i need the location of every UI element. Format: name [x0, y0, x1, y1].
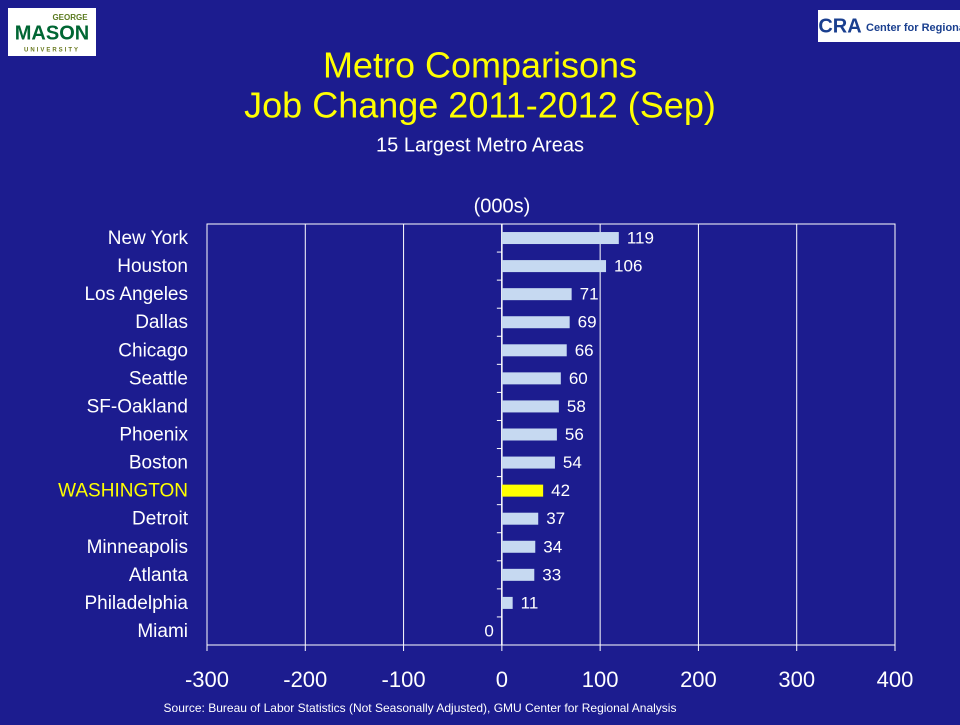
data-label: 33: [542, 565, 561, 584]
chart-title: Job Change 2011-2012 (Sep): [244, 85, 716, 126]
y-tick-label: SF-Oakland: [87, 396, 188, 417]
y-tick-label: Dallas: [135, 312, 188, 333]
data-label: 0: [484, 621, 493, 640]
y-tick-label: Chicago: [118, 340, 188, 361]
data-label: 58: [567, 397, 586, 416]
logo-text: UNIVERSITY: [24, 48, 80, 54]
logo-box: [8, 8, 96, 56]
y-tick-label: Los Angeles: [84, 284, 188, 305]
data-label: 34: [543, 537, 562, 556]
y-tick-label: Philadelphia: [84, 593, 188, 614]
unit-label: (000s): [474, 195, 531, 217]
x-tick-label: 400: [877, 667, 914, 692]
bar: [501, 372, 561, 385]
x-tick-label: 100: [582, 667, 619, 692]
x-tick-label: -200: [283, 667, 327, 692]
bar: [501, 428, 557, 441]
data-label: 37: [546, 509, 565, 528]
y-tick-label: Minneapolis: [87, 537, 188, 558]
bar: [501, 596, 513, 609]
source-note: Source: Bureau of Labor Statistics (Not …: [164, 701, 677, 715]
logo-box: [818, 10, 960, 42]
x-tick-label: -300: [185, 667, 229, 692]
x-tick-label: 300: [778, 667, 815, 692]
bar: [501, 232, 619, 245]
data-label: 42: [551, 481, 570, 500]
logo-text: Center for Regional Analysis: [866, 22, 960, 34]
y-tick-label: Houston: [117, 256, 188, 277]
data-label: 60: [569, 369, 588, 388]
x-tick-label: 0: [496, 667, 508, 692]
bar: [501, 288, 572, 301]
y-tick-label: Seattle: [129, 368, 188, 389]
data-label: 69: [578, 313, 597, 332]
y-tick-label: WASHINGTON: [58, 481, 188, 502]
bar: [501, 484, 544, 497]
data-label: 66: [575, 341, 594, 360]
y-tick-label: Boston: [129, 453, 188, 474]
bar: [501, 512, 539, 525]
data-label: 119: [627, 229, 654, 248]
bar: [501, 540, 536, 553]
x-tick-label: -100: [382, 667, 426, 692]
y-tick-label: Miami: [137, 621, 188, 642]
bar: [501, 260, 607, 273]
bar: [501, 456, 555, 469]
y-tick-label: Atlanta: [129, 565, 189, 586]
logo-text: MASON: [15, 22, 89, 44]
chart-subtitle: 15 Largest Metro Areas: [376, 134, 584, 156]
x-tick-label: 200: [680, 667, 717, 692]
bar: [501, 400, 559, 413]
bar: [501, 316, 570, 329]
logo-mark: CRA: [818, 15, 861, 37]
data-label: 56: [565, 425, 584, 444]
cra-logo: CRA Center for Regional Analysis: [818, 10, 960, 42]
y-tick-label: Phoenix: [119, 425, 188, 446]
y-tick-label: New York: [108, 228, 189, 249]
y-tick-label: Detroit: [132, 509, 189, 530]
logo-text: GEORGE: [52, 13, 88, 22]
gmu-logo: GEORGE MASON UNIVERSITY: [8, 8, 96, 56]
bar: [501, 568, 535, 581]
bar: [501, 344, 567, 357]
data-label: 71: [580, 285, 599, 304]
data-label: 54: [563, 453, 582, 472]
data-label: 11: [521, 593, 539, 612]
data-label: 106: [614, 257, 642, 276]
chart-title: Metro Comparisons: [323, 45, 637, 86]
